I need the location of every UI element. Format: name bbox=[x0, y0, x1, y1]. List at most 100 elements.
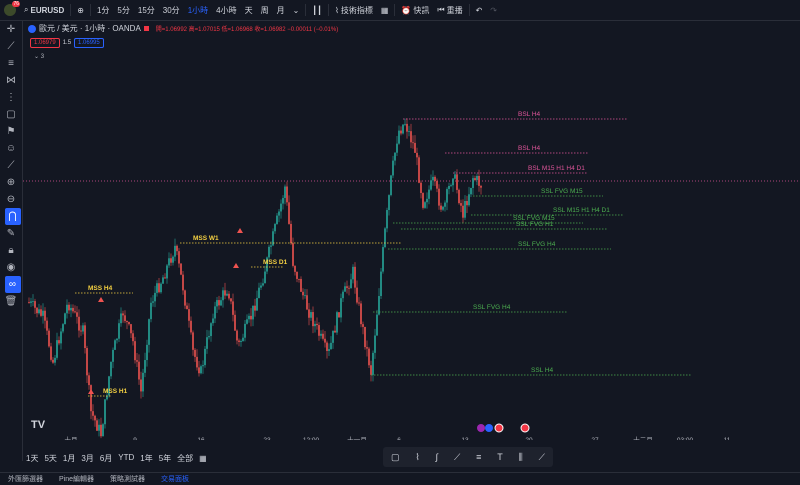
bars-icon[interactable]: ⫼ bbox=[518, 451, 523, 462]
sell-price[interactable]: 1.06979 bbox=[30, 38, 60, 48]
interval-dropdown[interactable]: ⌄ bbox=[289, 0, 304, 20]
delete-tool[interactable]: 🗑︎ bbox=[0, 293, 22, 310]
goto-date-button[interactable]: ▦ bbox=[196, 454, 210, 463]
interval-5[interactable]: 4小時 bbox=[216, 5, 237, 15]
candle-body bbox=[300, 278, 302, 292]
candle-body bbox=[400, 130, 402, 134]
range-7[interactable]: 5年 bbox=[158, 453, 172, 463]
brush-icon[interactable]: ⟋ bbox=[538, 451, 545, 462]
lock-tool[interactable]: 🔒︎ bbox=[0, 242, 22, 259]
candle-body bbox=[346, 286, 348, 288]
flag-us-icon[interactable] bbox=[520, 423, 530, 433]
interval-0[interactable]: 1分 bbox=[96, 5, 110, 15]
level-label: BSL M15 H1 H4 D1 bbox=[528, 165, 585, 172]
chevron-down-icon: ⌄ bbox=[292, 5, 300, 15]
candle-body bbox=[78, 316, 80, 331]
candle-body bbox=[432, 176, 434, 181]
redo-button[interactable]: ↷ bbox=[486, 0, 501, 20]
panel-tab-3[interactable]: 交易面板 bbox=[161, 476, 190, 483]
event-icon[interactable] bbox=[477, 424, 485, 432]
candle-body bbox=[234, 314, 236, 331]
shape-tool[interactable]: ▢ bbox=[0, 106, 22, 123]
candle-body bbox=[64, 313, 66, 325]
range-5[interactable]: YTD bbox=[118, 452, 135, 462]
interval-2[interactable]: 15分 bbox=[137, 5, 155, 15]
candle-body bbox=[402, 124, 404, 134]
position-tool[interactable]: ⋮ bbox=[0, 89, 22, 106]
chart-type-button[interactable]: ┃┃ bbox=[308, 0, 326, 20]
panel-tab-0[interactable]: 外匯篩選器 bbox=[8, 476, 43, 483]
compare-button[interactable]: ⊕ bbox=[73, 0, 88, 20]
ruler-tool[interactable]: ⟋ bbox=[0, 157, 22, 174]
chart-title[interactable]: 歐元 / 美元 · 1小時 · OANDA bbox=[39, 24, 141, 33]
candle-body bbox=[214, 306, 216, 319]
interval-4[interactable]: 1小時 bbox=[187, 5, 209, 15]
interval-7[interactable]: 周 bbox=[260, 5, 269, 15]
templates-button[interactable]: ▦ bbox=[377, 0, 393, 20]
panel-tab-1[interactable]: Pine編輯器 bbox=[59, 476, 95, 483]
panel-tab-2[interactable]: 策略測試器 bbox=[110, 476, 146, 483]
candle-body bbox=[282, 197, 284, 204]
range-8[interactable]: 全部 bbox=[177, 453, 194, 463]
candle-body bbox=[328, 349, 330, 351]
candle-body bbox=[170, 258, 172, 263]
range-2[interactable]: 1月 bbox=[62, 453, 76, 463]
range-3[interactable]: 3月 bbox=[81, 453, 94, 463]
text-icon[interactable]: T bbox=[497, 452, 503, 462]
indicators-button[interactable]: ⌇ 技術指標 bbox=[331, 0, 377, 20]
candle-body bbox=[200, 366, 202, 374]
candle-body bbox=[244, 323, 246, 338]
avatar[interactable]: 76 bbox=[4, 1, 20, 16]
magnet-tool[interactable]: ⋂ bbox=[0, 208, 22, 225]
alert-button[interactable]: ⏰ 快訊 bbox=[397, 0, 433, 20]
interval-3[interactable]: 30分 bbox=[162, 5, 180, 15]
buy-price[interactable]: 1.06995 bbox=[74, 38, 104, 48]
candle-body bbox=[252, 305, 254, 320]
alert-label: 快訊 bbox=[413, 5, 430, 15]
candle-body bbox=[392, 160, 394, 176]
annotation-tool[interactable]: ⚑ bbox=[0, 123, 22, 140]
indicators-label: 技術指標 bbox=[340, 5, 373, 15]
candle-body bbox=[132, 333, 134, 342]
range-4[interactable]: 6月 bbox=[99, 453, 113, 463]
range-0[interactable]: 1天 bbox=[26, 453, 39, 463]
interval-8[interactable]: 月 bbox=[276, 5, 285, 15]
fib-icon[interactable]: ≡ bbox=[476, 452, 482, 462]
event-icons bbox=[477, 423, 530, 433]
candle-body bbox=[416, 152, 418, 158]
candle-body bbox=[420, 182, 422, 194]
candle-body bbox=[342, 291, 344, 299]
link-tool[interactable]: ∞ bbox=[0, 276, 22, 293]
symbol-search[interactable]: ⌕ EURUSD bbox=[20, 0, 68, 20]
indicator-collapse[interactable]: ⌄ 3 bbox=[34, 53, 44, 60]
candle-body bbox=[260, 285, 262, 288]
bid-ask-box: 1.06979 1.5 1.06995 bbox=[30, 38, 104, 48]
trendline-tool[interactable]: ⟋ bbox=[0, 38, 22, 55]
flag-us-icon[interactable] bbox=[494, 423, 504, 433]
candle-body bbox=[394, 152, 396, 161]
pattern-tool[interactable]: ⋈ bbox=[0, 72, 22, 89]
candle-body bbox=[312, 312, 314, 327]
replay-button[interactable]: ⏮ 重播 bbox=[433, 0, 466, 20]
crosshair-tool[interactable]: ✛ bbox=[0, 21, 22, 38]
candle-body bbox=[218, 300, 220, 306]
stay-drawing-tool[interactable]: ✎ bbox=[0, 225, 22, 242]
path-icon[interactable]: ⌇ bbox=[415, 451, 420, 462]
range-6[interactable]: 1年 bbox=[140, 453, 153, 463]
emoji-tool[interactable]: ☺ bbox=[0, 140, 22, 157]
candle-body bbox=[158, 283, 160, 293]
rectangle-icon[interactable]: ▢ bbox=[390, 451, 400, 462]
interval-1[interactable]: 5分 bbox=[117, 5, 130, 15]
zoom-out-tool[interactable]: ⊖ bbox=[0, 191, 22, 208]
candle-body bbox=[48, 330, 50, 347]
interval-6[interactable]: 天 bbox=[244, 5, 253, 15]
line-icon[interactable]: ⟋ bbox=[453, 451, 461, 462]
hide-tool[interactable]: ◉ bbox=[0, 259, 22, 276]
undo-button[interactable]: ↶ bbox=[472, 0, 487, 20]
event-icon[interactable] bbox=[485, 424, 493, 432]
zoom-in-tool[interactable]: ⊕ bbox=[0, 174, 22, 191]
range-1[interactable]: 5天 bbox=[44, 453, 57, 463]
curve-icon[interactable]: ∫ bbox=[435, 452, 439, 462]
fib-tool[interactable]: ≡ bbox=[0, 55, 22, 72]
